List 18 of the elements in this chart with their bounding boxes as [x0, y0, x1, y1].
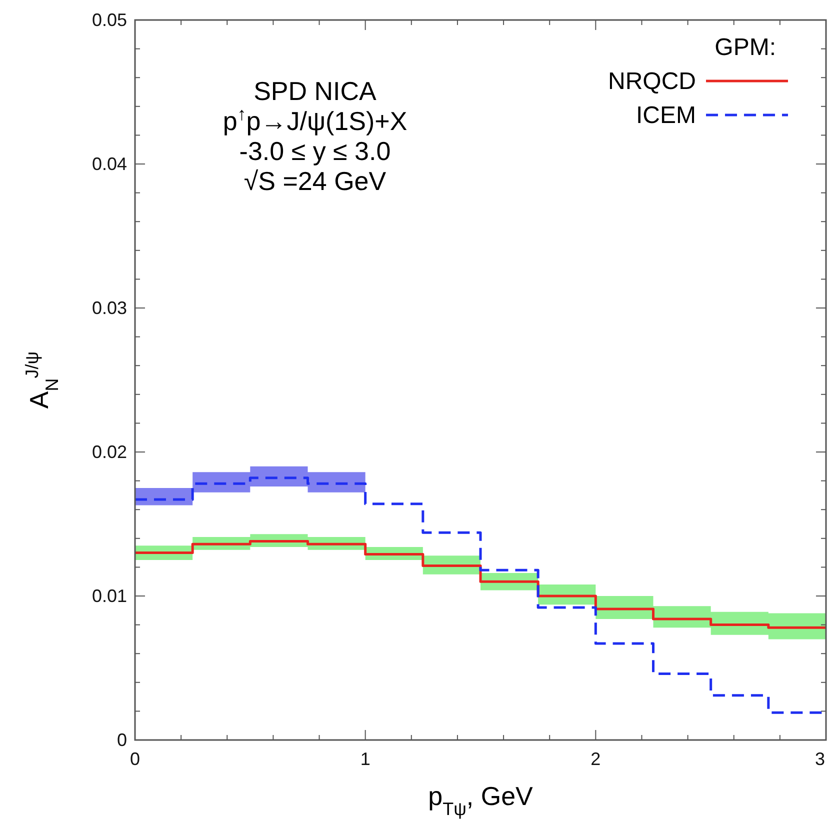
- annotation: p$^{↑}$p→J/ψ(1S)+X: [222, 104, 408, 136]
- x-axis-title: p$_{Tψ}$, GeV: [428, 781, 534, 819]
- annotation: SPD NICA: [254, 76, 378, 106]
- y-tick-label: 0.03: [92, 298, 127, 318]
- y-tick-label: 0.01: [92, 586, 127, 606]
- x-tick-label: 1: [360, 749, 370, 769]
- y-tick-label: 0.05: [92, 10, 127, 30]
- x-tick-label: 3: [814, 749, 826, 769]
- y-tick-label: 0.02: [92, 442, 127, 462]
- annotation: √S =24 GeV: [244, 166, 387, 196]
- legend-title: GPM:: [714, 34, 776, 61]
- y-tick-label: 0: [116, 730, 127, 750]
- x-tick-label: 2: [590, 749, 601, 769]
- x-tick-label: 0: [130, 749, 140, 769]
- legend-label: ICEM: [636, 102, 696, 129]
- y-tick-label: 0.04: [92, 154, 127, 174]
- legend-label: NRQCD: [608, 68, 696, 95]
- annotation: -3.0 ≤ y ≤ 3.0: [239, 136, 391, 166]
